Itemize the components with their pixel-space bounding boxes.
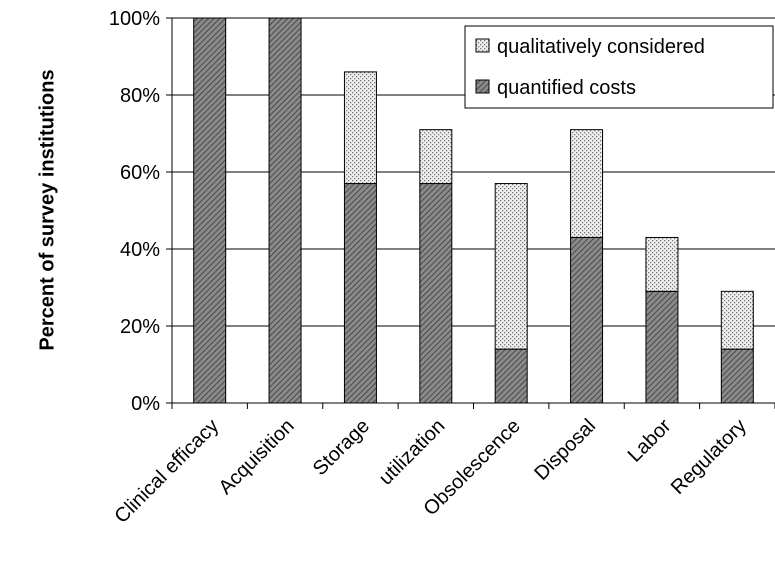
- y-tick-label: 20%: [120, 316, 160, 338]
- x-tick-label: Clinical efficacy: [110, 415, 223, 528]
- bar-segment-qualitatively-considered: [720, 290, 754, 350]
- legend-label-qualitatively-considered: qualitatively considered: [497, 36, 705, 58]
- bar-segment-quantified-costs: [193, 17, 227, 404]
- y-tick-label: 0%: [131, 393, 160, 415]
- x-tick-label: Storage: [309, 415, 374, 480]
- bar-segment-qualitatively-considered: [343, 71, 377, 185]
- x-tick-label: Acquisition: [215, 415, 299, 499]
- bars: [193, 17, 754, 404]
- y-axis-label: Percent of survey institutions: [36, 69, 58, 350]
- bar-segment-qualitatively-considered: [494, 183, 528, 350]
- bar-segment-quantified-costs: [645, 290, 679, 404]
- bar-segment-qualitatively-considered: [645, 236, 679, 292]
- bar-segment-quantified-costs: [494, 348, 528, 404]
- axes: [166, 17, 775, 409]
- y-tick-label: 80%: [120, 85, 160, 107]
- y-tick-label: 60%: [120, 162, 160, 184]
- bar-segment-quantified-costs: [343, 183, 377, 404]
- y-tick-label: 100%: [109, 8, 160, 30]
- bar-segment-qualitatively-considered: [570, 129, 604, 238]
- legend: qualitatively considered quantified cost…: [464, 25, 774, 109]
- x-tick-label: Disposal: [530, 415, 600, 485]
- x-tick-label: Labor: [624, 415, 676, 467]
- legend-swatch-quantified-costs: [475, 79, 490, 94]
- x-tick-label: Regulatory: [667, 415, 751, 499]
- legend-swatch-qualitatively-considered: [475, 38, 490, 53]
- bar-segment-qualitatively-considered: [419, 129, 453, 185]
- x-tick-label: utilization: [375, 415, 450, 490]
- bar-segment-quantified-costs: [720, 348, 754, 404]
- bar-segment-quantified-costs: [570, 236, 604, 404]
- bar-segment-quantified-costs: [419, 183, 453, 404]
- y-tick-label: 40%: [120, 239, 160, 261]
- legend-box: [464, 25, 774, 109]
- bar-segment-quantified-costs: [268, 17, 302, 404]
- y-tick-labels: 0% 20% 40% 60% 80% 100%: [109, 8, 160, 415]
- legend-label-quantified-costs: quantified costs: [497, 77, 636, 99]
